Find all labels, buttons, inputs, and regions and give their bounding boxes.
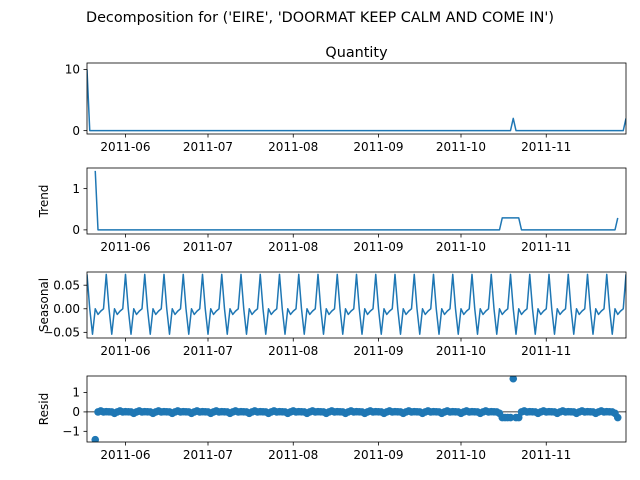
panel-2-xtick-label: 2011-10 — [436, 240, 486, 254]
panel-4-xtick-label: 2011-07 — [183, 448, 233, 462]
panel-4-ytick-label: 0 — [72, 405, 80, 419]
panel-1-xtick-label: 2011-09 — [353, 140, 403, 154]
panel-3-ytick-label: 0.00 — [53, 302, 80, 316]
panel-2-axes-frame — [86, 167, 627, 235]
panel-2-ylabel: Trend — [37, 185, 51, 219]
panel-1-ytick-label: 0 — [72, 124, 80, 138]
panel-2-xtick-label: 2011-11 — [521, 240, 571, 254]
panel-3-xtick-label: 2011-10 — [436, 344, 486, 358]
panel-4-ylabel: Resid — [37, 393, 51, 425]
panel-1-xtick-label: 2011-06 — [100, 140, 150, 154]
panel-3-ytick-label: 0.05 — [53, 278, 80, 292]
panel-4-resid-point — [613, 413, 622, 422]
panel-2-xtick-label: 2011-08 — [268, 240, 318, 254]
panel-4-xtick-label: 2011-09 — [353, 448, 403, 462]
panel-1-title: Quantity — [325, 45, 388, 61]
panel-2-xtick-label: 2011-06 — [100, 240, 150, 254]
panel-3-axes-frame — [86, 271, 627, 339]
panel-4-resid-point — [506, 413, 515, 422]
panel-3-series-line — [87, 273, 626, 335]
panel-2-xtick-label: 2011-09 — [353, 240, 403, 254]
panel-3-xtick-label: 2011-08 — [268, 344, 318, 358]
panel-2-ytick-label: 0 — [72, 223, 80, 237]
panel-4-xtick-label: 2011-11 — [521, 448, 571, 462]
panel-4-axes-frame — [86, 375, 627, 443]
panel-2-ytick-label: 1 — [72, 182, 80, 196]
panel-3-ytick-label: −0.05 — [43, 326, 80, 340]
panel-4-ytick-label: 1 — [72, 386, 80, 400]
panel-2-xtick-label: 2011-07 — [183, 240, 233, 254]
panel-4-xtick-label: 2011-10 — [436, 448, 486, 462]
panel-3-xtick-label: 2011-07 — [183, 344, 233, 358]
panel-1-xtick-label: 2011-11 — [521, 140, 571, 154]
panel-4-ytick-label: −1 — [62, 425, 80, 439]
panel-4-resid-point — [514, 413, 523, 422]
panel-2-series-line — [94, 170, 619, 231]
panel-3-ylabel: Seasonal — [37, 278, 51, 332]
figure-suptitle: Decomposition for ('EIRE', 'DOORMAT KEEP… — [86, 10, 554, 26]
panel-1-ytick-label: 10 — [65, 63, 80, 77]
panel-4-xtick-label: 2011-06 — [100, 448, 150, 462]
panel-3-xtick-label: 2011-11 — [521, 344, 571, 358]
panel-4-resid-point — [91, 435, 100, 442]
panel-1-xtick-label: 2011-08 — [268, 140, 318, 154]
panel-3-xtick-label: 2011-09 — [353, 344, 403, 358]
panel-1-xtick-label: 2011-07 — [183, 140, 233, 154]
panel-4-resid-point — [509, 376, 518, 383]
panel-1-axes-frame — [86, 62, 627, 135]
panel-4-xtick-label: 2011-08 — [268, 448, 318, 462]
panel-3-xtick-label: 2011-06 — [100, 344, 150, 358]
panel-1-xtick-label: 2011-10 — [436, 140, 486, 154]
panel-1-series-line — [87, 69, 626, 132]
